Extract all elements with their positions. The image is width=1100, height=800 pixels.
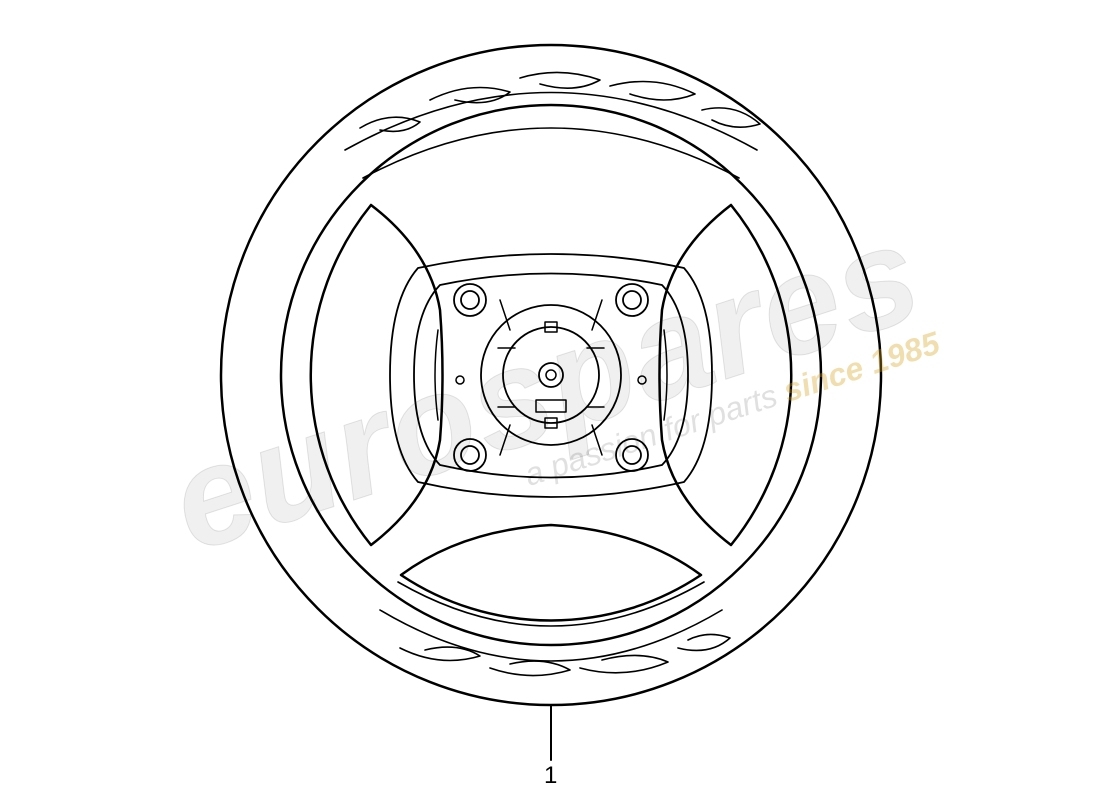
hub-center-ring	[481, 305, 621, 445]
mount-bolts	[454, 284, 648, 471]
hub-connector	[536, 400, 566, 412]
hub-center-bolt-hole	[546, 370, 556, 380]
woodgrain-bottom	[380, 582, 730, 676]
hub-center-bolt	[539, 363, 563, 387]
diagram-canvas: 1 eurospares a passion for parts since 1…	[0, 0, 1100, 800]
hub-center-ring-2	[503, 327, 599, 423]
woodgrain-top	[345, 72, 760, 178]
spoke-opening-bottom	[401, 525, 701, 621]
steering-wheel-drawing	[0, 0, 1100, 800]
callout-1-label: 1	[544, 762, 557, 790]
rim-outer	[221, 45, 881, 705]
spoke-opening-left	[311, 205, 443, 545]
spoke-opening-right	[660, 205, 792, 545]
rim-inner	[281, 105, 821, 645]
hub-clips	[435, 300, 667, 455]
hub-plate	[390, 254, 712, 497]
